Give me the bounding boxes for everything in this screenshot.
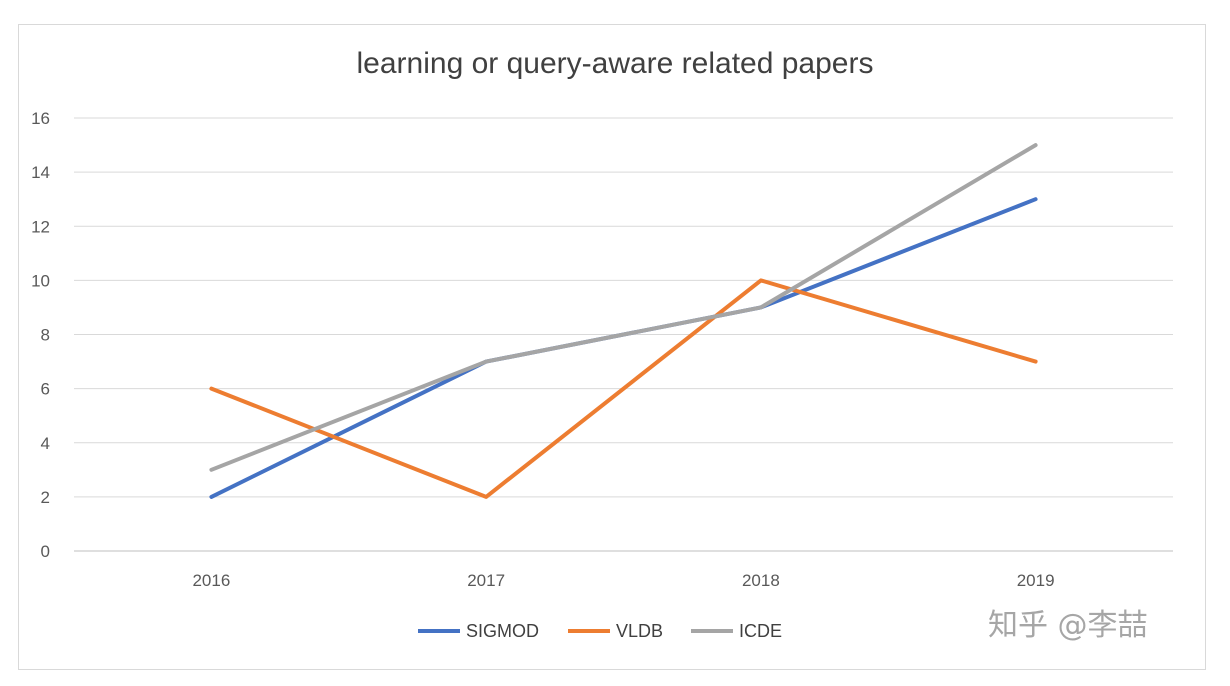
y-axis-ticks: 0 2 4 6 8 10 12 14 16 [31, 109, 50, 561]
x-tick-label: 2017 [467, 571, 505, 590]
y-tick-label: 8 [41, 326, 50, 345]
x-tick-label: 2018 [742, 571, 780, 590]
series-line-sigmod [209, 197, 1038, 499]
chart-title: learning or query-aware related papers [356, 47, 874, 80]
y-tick-label: 2 [41, 488, 50, 507]
chart-frame [18, 24, 1206, 670]
y-tick-label: 10 [31, 271, 50, 290]
legend: SIGMOD VLDB ICDE [418, 621, 782, 641]
y-tick-label: 0 [41, 542, 50, 561]
y-tick-label: 16 [31, 109, 50, 128]
legend-label: SIGMOD [466, 621, 539, 641]
y-tick-label: 12 [31, 217, 50, 236]
legend-label: VLDB [616, 621, 663, 641]
x-axis-ticks: 2016 2017 2018 2019 [192, 571, 1054, 590]
x-tick-label: 2019 [1017, 571, 1055, 590]
series-lines [209, 143, 1038, 499]
y-tick-label: 14 [31, 163, 50, 182]
series-line-vldb [209, 278, 1038, 499]
x-tick-label: 2016 [192, 571, 230, 590]
watermark: 知乎 @李喆 [988, 608, 1148, 643]
legend-label: ICDE [739, 621, 782, 641]
y-tick-label: 6 [41, 380, 50, 399]
grid-lines [74, 117, 1173, 552]
series-line-icde [209, 143, 1038, 472]
y-tick-label: 4 [41, 434, 50, 453]
